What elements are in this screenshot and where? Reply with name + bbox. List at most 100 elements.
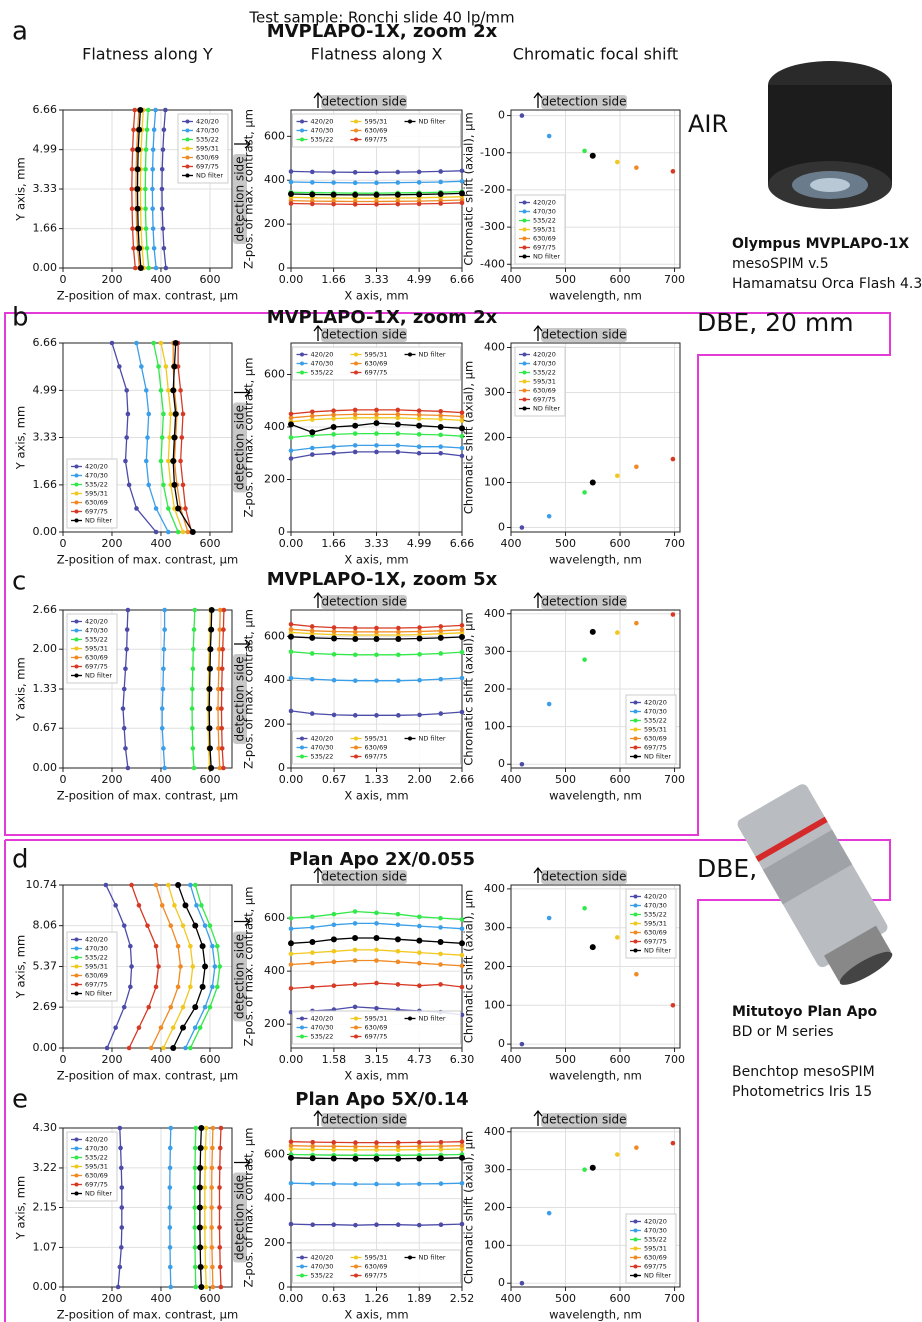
legend-marker (354, 119, 358, 124)
legend-label: 420/20 (311, 118, 334, 126)
legend-box (292, 113, 461, 148)
legend-marker (522, 236, 527, 241)
data-point (309, 191, 316, 198)
y-tick-label: 600 (264, 129, 285, 142)
plot-frame (62, 884, 233, 1049)
data-point (417, 983, 422, 989)
legend-label: 630/69 (644, 1254, 667, 1262)
subplot: 0 200 400 600 0.00 2.69 5.37 8.06 10.74 Z-positio… (14, 878, 252, 1083)
data-point (209, 1165, 215, 1171)
data-point (331, 169, 336, 175)
data-point (438, 450, 443, 456)
data-point (136, 903, 142, 908)
data-point (310, 1222, 316, 1228)
data-point (216, 666, 222, 672)
legend-label: 595/31 (365, 1015, 388, 1023)
y-tick-label: 400 (264, 964, 285, 977)
y-tick-label: 3.22 (33, 1161, 58, 1174)
legend-box (177, 113, 229, 184)
data-point (417, 652, 422, 657)
data-point (352, 202, 358, 207)
x-tick-label: 0.63 (322, 1292, 347, 1305)
data-point (331, 416, 336, 421)
legend-label: 697/75 (85, 981, 108, 989)
y-tick-label: 0.00 (33, 261, 58, 274)
y-tick-label: -100 (480, 146, 505, 159)
y-tick-label: 0 (498, 1276, 505, 1289)
legend-label: 470/30 (85, 627, 108, 635)
legend-marker (633, 745, 638, 750)
annotation: detection side (233, 405, 247, 490)
data-point (438, 1181, 444, 1186)
data-point (129, 964, 134, 969)
y-tick-label: 2.15 (33, 1201, 58, 1214)
data-point (220, 646, 225, 652)
annotation-box (321, 1113, 407, 1127)
data-point (395, 415, 401, 421)
data-point (143, 147, 149, 152)
legend-marker (354, 1255, 358, 1260)
data-point (217, 1205, 222, 1210)
data-point (459, 190, 465, 197)
legend-label: ND filter (85, 517, 112, 525)
y-axis-label: Y axis, mm (14, 157, 28, 221)
annotation: detection side (233, 934, 247, 1019)
legend-label: 535/22 (644, 911, 667, 919)
data-point (459, 453, 465, 459)
legend-marker (74, 1173, 79, 1178)
legend-marker (633, 912, 638, 917)
data-point (438, 676, 444, 682)
annotation-box (541, 1113, 627, 1127)
data-point (374, 407, 379, 413)
data-point (416, 1222, 422, 1228)
subplot: 0.00 0.67 1.33 2.00 2.66 0 200 400 600 X axis, mm… (242, 591, 474, 803)
data-point (353, 1144, 358, 1149)
x-tick-label: 700 (664, 537, 685, 550)
data-point (352, 407, 358, 413)
data-point (192, 1225, 198, 1230)
data-point (126, 482, 132, 488)
data-point (146, 1004, 152, 1010)
data-point (168, 411, 174, 417)
data-point (197, 1244, 204, 1251)
data-point (310, 1181, 316, 1186)
legend-marker (522, 361, 527, 366)
data-point (180, 482, 186, 488)
legend-box (292, 1010, 461, 1045)
legend-label: 420/20 (311, 1254, 334, 1262)
data-point (202, 1185, 208, 1190)
data-point (207, 923, 213, 928)
annotation: detection side (321, 870, 406, 884)
legend-marker (633, 736, 638, 741)
data-point (438, 962, 443, 967)
data-point (352, 635, 359, 642)
data-point (197, 1164, 204, 1171)
legend-label: 420/20 (533, 199, 556, 207)
data-point (215, 725, 221, 731)
data-point (158, 1025, 164, 1030)
data-point (180, 923, 186, 928)
y-axis-label: Y axis, mm (14, 935, 28, 999)
panel-box (4, 312, 891, 836)
data-point (166, 458, 171, 464)
data-point (167, 435, 172, 440)
legend-label: 630/69 (644, 735, 667, 743)
data-point (132, 107, 138, 113)
data-point (134, 205, 141, 212)
legend-label: 630/69 (85, 654, 108, 662)
y-tick-label: 1.07 (33, 1240, 58, 1253)
panel-letter: b (12, 303, 29, 333)
data-point (459, 1154, 465, 1161)
y-tick-label: 400 (264, 173, 285, 186)
x-tick-label: 500 (555, 1292, 576, 1305)
data-point (288, 627, 294, 632)
data-point (310, 417, 315, 422)
data-point (192, 882, 198, 888)
data-point (459, 627, 465, 633)
data-point (395, 1144, 401, 1149)
y-tick-label: 300 (484, 644, 505, 657)
legend-marker (74, 673, 79, 678)
data-point (396, 713, 401, 718)
data-point (374, 947, 379, 953)
legend-label: 697/75 (196, 163, 219, 171)
